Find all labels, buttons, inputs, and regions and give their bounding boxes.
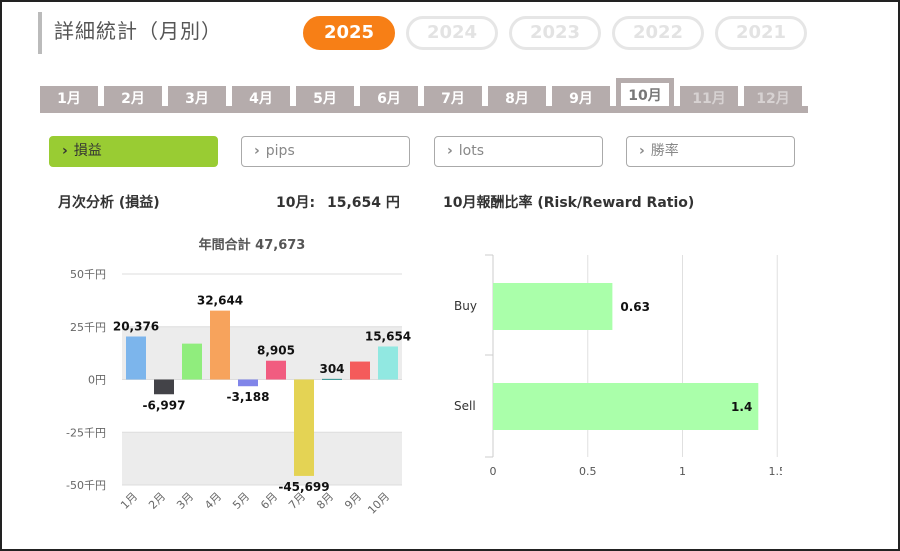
tab-baseline xyxy=(40,106,808,113)
chevron-right-icon: › xyxy=(639,143,645,159)
x-tick-label: 1.5 xyxy=(769,465,783,477)
bar-value-label: -6,997 xyxy=(143,398,186,412)
year-pill-2024[interactable]: 2024 xyxy=(406,16,498,50)
bar-value-label: -3,188 xyxy=(227,390,270,404)
bar-value-label: 32,644 xyxy=(197,294,243,308)
rr-value-label: 1.4 xyxy=(731,400,752,414)
metric-button-label: pips xyxy=(265,143,295,159)
page-title: 詳細統計（月別） xyxy=(54,19,222,43)
rr-heading: 10月報酬比率 (Risk/Reward Ratio) xyxy=(443,195,695,211)
bar-month-2[interactable] xyxy=(154,379,174,395)
y-category-label: Buy xyxy=(454,299,477,313)
bar-month-3[interactable] xyxy=(182,343,202,380)
y-tick-label: -25千円 xyxy=(66,426,106,439)
metric-button-label: 損益 xyxy=(73,143,102,159)
bar-month-6[interactable] xyxy=(266,360,286,380)
metric-button-label: lots xyxy=(458,143,485,159)
y-category-label: Sell xyxy=(454,399,476,413)
monthly-heading: 月次分析 (損益) xyxy=(58,195,160,211)
x-tick-label: 6月 xyxy=(258,490,280,512)
x-tick-label: 3月 xyxy=(174,490,196,512)
bar-month-10[interactable] xyxy=(378,346,398,380)
bar-value-label: 8,905 xyxy=(257,344,295,358)
year-pill-2023[interactable]: 2023 xyxy=(509,16,601,50)
risk-reward-chart: 0 0.5 1 1.5 Buy 0.63 Sell 1.4 xyxy=(454,254,783,477)
x-tick-label: 5月 xyxy=(230,490,252,512)
y-tick-label: 25千円 xyxy=(70,321,106,334)
metric-button-1[interactable]: › pips xyxy=(241,136,410,167)
chevron-right-icon: › xyxy=(254,143,260,159)
x-tick-label: 1月 xyxy=(118,490,140,512)
year-pill-2022[interactable]: 2022 xyxy=(612,16,704,50)
x-tick-label: 0 xyxy=(490,465,497,477)
current-month-label: 10月: xyxy=(276,195,316,211)
current-month-value: 15,654 円 xyxy=(327,195,400,211)
x-tick-label: 10月 xyxy=(365,490,392,517)
metric-button-2[interactable]: › lots xyxy=(434,136,603,167)
rr-value-label: 0.63 xyxy=(620,300,650,314)
year-pill-2025[interactable]: 2025 xyxy=(303,16,395,50)
bar-value-label: 15,654 xyxy=(365,329,411,343)
bar-value-label: 304 xyxy=(319,362,344,376)
y-tick-label: 0円 xyxy=(88,374,106,387)
bar-month-1[interactable] xyxy=(126,336,146,380)
year-pill-2021[interactable]: 2021 xyxy=(715,16,807,50)
x-tick-label: 0.5 xyxy=(579,465,597,477)
x-tick-label: 1 xyxy=(679,465,686,477)
chevron-right-icon: › xyxy=(62,143,68,159)
rr-bar-buy[interactable] xyxy=(493,283,613,330)
rr-bar-sell[interactable] xyxy=(493,383,759,430)
bar-month-7[interactable] xyxy=(294,379,314,476)
x-tick-label: 9月 xyxy=(342,490,364,512)
negative-band xyxy=(122,432,402,485)
bar-month-4[interactable] xyxy=(210,310,230,380)
bar-month-9[interactable] xyxy=(350,361,370,380)
metric-button-label: 勝率 xyxy=(650,143,679,159)
monthly-pnl-chart: 年間合計 47,673 50千円 25千円 0円 -25千円 -50千円 20,376 1月 -… xyxy=(66,237,411,517)
bar-month-8[interactable] xyxy=(322,378,342,380)
metric-button-0[interactable]: › 損益 xyxy=(49,136,218,167)
x-tick-label: 4月 xyxy=(202,490,224,512)
title-bar: 詳細統計（月別） xyxy=(38,12,222,54)
y-tick-label: 50千円 xyxy=(70,268,106,281)
bar-value-label: -45,699 xyxy=(278,480,329,494)
metric-button-3[interactable]: › 勝率 xyxy=(626,136,795,167)
x-tick-label: 2月 xyxy=(146,490,168,512)
annual-total: 年間合計 47,673 xyxy=(199,237,306,253)
bar-value-label: 20,376 xyxy=(113,320,159,334)
bar-month-5[interactable] xyxy=(238,379,258,387)
y-tick-label: -50千円 xyxy=(66,479,106,492)
chevron-right-icon: › xyxy=(447,143,453,159)
